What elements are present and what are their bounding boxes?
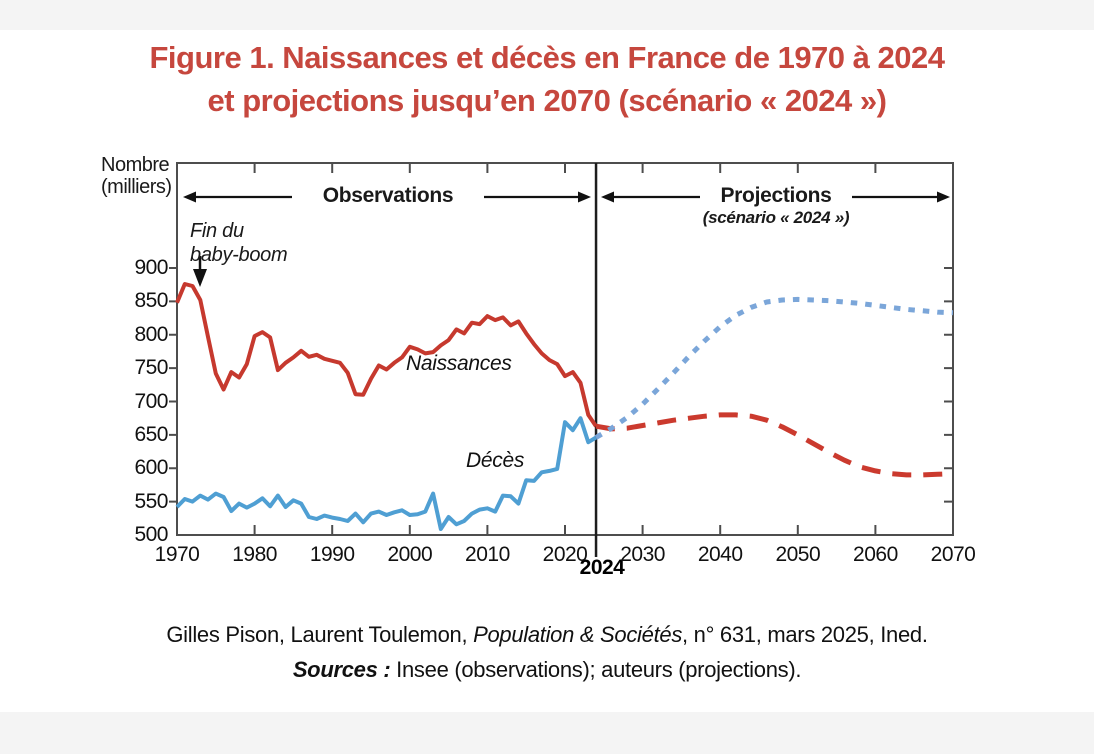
series-deces-proj (594, 296, 954, 440)
baby-boom-arrowhead (193, 269, 207, 287)
figure-title-line1: Figure 1. Naissances et décès en France … (149, 40, 945, 75)
observations-arrow-left-arrowhead (183, 191, 196, 203)
projections-scenario-subtitle: (scénario « 2024 ») (702, 208, 850, 227)
y-axis-tick-label: 650 (134, 422, 168, 446)
projections-arrow-right-arrowhead (937, 191, 950, 203)
baby-boom-annotation: Fin du baby-boom (190, 219, 288, 267)
x-axis-tick-label: 1980 (232, 543, 277, 566)
series-naissances-proj (595, 412, 954, 478)
observations-section-label: Observations (292, 184, 484, 208)
top-band (0, 0, 1094, 30)
x-axis-tick-label: 2050 (775, 543, 821, 566)
x-axis-tick-label: 2060 (853, 543, 898, 566)
naissances-series-label: Naissances (406, 352, 512, 375)
y-axis-tick-label: 750 (134, 356, 168, 380)
x-axis-tick-label: 2010 (465, 543, 510, 566)
figure-title: Figure 1. Naissances et décès en France … (0, 36, 1094, 122)
credit-line: Gilles Pison, Laurent Toulemon, Populati… (0, 622, 1094, 648)
y-axis-tick-label: 600 (134, 456, 168, 480)
x-axis-tick-label: 2020 (542, 543, 588, 566)
sources-line: Sources : Insee (observations); auteurs … (0, 657, 1094, 683)
series-naissances-obs (175, 282, 598, 428)
deces-series-label: Décès (466, 449, 525, 472)
x-axis-tick-label: 2000 (387, 543, 433, 566)
divider-2024-label: 2024 (579, 556, 625, 579)
x-axis-tick-label: 2030 (620, 543, 665, 566)
y-axis-tick-label: 800 (134, 322, 168, 346)
series-deces-obs (175, 416, 598, 531)
projections-section-label: Projections (700, 184, 852, 208)
projections-arrow-left-arrowhead (601, 191, 614, 203)
y-axis-title-line2: (milliers) (101, 176, 172, 198)
x-axis-tick-label: 1990 (309, 543, 355, 566)
credit-prefix: Gilles Pison, Laurent Toulemon, (166, 622, 474, 647)
observations-arrow-right-arrowhead (578, 191, 591, 203)
y-axis-title: Nombre (milliers) (101, 154, 172, 198)
y-axis-tick-label: 700 (134, 389, 168, 413)
x-axis-tick-label: 2040 (697, 543, 743, 566)
y-axis-tick-label: 900 (134, 256, 168, 279)
bottom-band (0, 712, 1094, 754)
baby-boom-annotation-line1: Fin du (190, 220, 244, 242)
y-axis-tick-label: 850 (134, 289, 168, 313)
y-axis-tick-label: 500 (134, 523, 168, 546)
sources-label: Sources : (292, 657, 391, 682)
baby-boom-annotation-line2: baby-boom (190, 244, 288, 266)
y-axis-title-line1: Nombre (101, 154, 170, 176)
figure-title-line2: et projections jusqu’en 2070 (scénario «… (207, 83, 887, 118)
credit-journal-name: Population & Sociétés (473, 622, 683, 647)
x-axis-tick-label: 2070 (930, 543, 976, 566)
x-axis-tick-label: 1970 (154, 543, 200, 566)
y-axis-tick-label: 550 (134, 489, 168, 513)
credit-suffix: , n° 631, mars 2025, Ined. (682, 622, 928, 647)
sources-text: Insee (observations); auteurs (projectio… (390, 657, 802, 682)
